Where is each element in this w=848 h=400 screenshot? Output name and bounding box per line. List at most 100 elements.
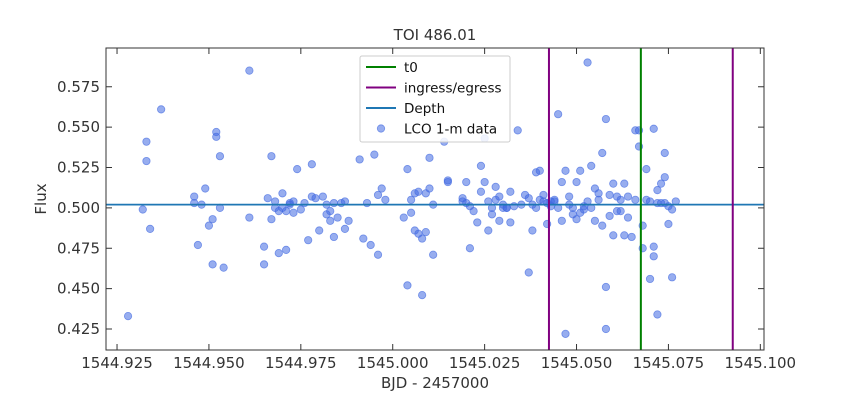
data-point [576, 166, 585, 175]
y-tick-label: 0.425 [57, 320, 100, 338]
data-point [370, 150, 379, 159]
data-point [594, 189, 603, 198]
data-point [142, 137, 151, 146]
data-point [289, 208, 298, 217]
data-point [267, 215, 276, 224]
data-point [315, 226, 324, 235]
data-point [631, 195, 640, 204]
data-point [381, 195, 390, 204]
data-point [557, 216, 566, 225]
data-point [259, 260, 269, 269]
data-point [480, 177, 489, 187]
data-point [329, 198, 339, 208]
data-point [590, 216, 600, 225]
data-point [509, 202, 519, 211]
data-point [465, 244, 475, 253]
data-point [660, 148, 669, 158]
data-point [208, 215, 217, 224]
legend: t0 ingress/egress Depth LCO 1-m data [359, 55, 511, 143]
data-point [623, 192, 633, 201]
data-point [550, 195, 559, 204]
x-tick-label: 1545.025 [449, 354, 521, 372]
data-point [344, 216, 353, 225]
y-tick-label: 0.550 [57, 118, 100, 136]
data-point [193, 240, 202, 250]
data-point [583, 58, 592, 67]
data-point [491, 182, 500, 191]
data-point [609, 179, 618, 188]
data-point [329, 232, 339, 242]
legend-box [359, 55, 511, 143]
data-point [561, 329, 570, 338]
data-point [267, 152, 276, 161]
x-tick-label: 1545.050 [541, 354, 613, 372]
data-point [414, 187, 423, 196]
data-point [123, 311, 133, 321]
y-tick-label: 0.575 [57, 78, 100, 96]
data-point [296, 205, 305, 214]
data-point [462, 177, 471, 187]
data-point [373, 250, 383, 259]
data-point [484, 226, 493, 235]
data-point [476, 161, 486, 170]
data-point [407, 195, 416, 204]
data-point [605, 190, 614, 200]
data-point [311, 194, 320, 203]
data-point [282, 245, 291, 254]
legend-label: ingress/egress [404, 81, 502, 97]
data-point [293, 165, 302, 174]
data-point [473, 218, 482, 227]
data-point [476, 187, 486, 196]
reference-lines-layer [106, 48, 764, 350]
data-point [362, 198, 372, 208]
data-point [359, 234, 368, 243]
data-point [506, 187, 515, 196]
data-point [653, 186, 662, 195]
data-point [429, 250, 438, 259]
data-point [418, 290, 427, 300]
data-point [146, 224, 155, 233]
data-point [219, 263, 228, 272]
data-point [656, 179, 666, 188]
data-point [620, 179, 629, 188]
data-point [278, 189, 287, 198]
y-tick-label: 0.525 [57, 159, 100, 177]
data-point [340, 224, 350, 233]
x-tick-label: 1544.975 [265, 354, 337, 372]
data-point [620, 231, 629, 240]
data-point [421, 228, 430, 237]
data-point [212, 132, 221, 141]
data-point [561, 166, 570, 175]
data-point [598, 221, 607, 230]
data-point [623, 213, 633, 222]
data-point [601, 114, 611, 124]
data-point [263, 194, 272, 203]
data-point [616, 207, 625, 216]
data-point [373, 190, 383, 200]
data-point [495, 192, 504, 201]
x-tick-label: 1545.000 [357, 354, 429, 372]
legend-label: Depth [404, 101, 445, 117]
y-axis-title: Flux [32, 183, 50, 214]
data-point [326, 207, 335, 216]
data-point [495, 216, 504, 225]
data-point [259, 242, 269, 251]
data-point [204, 221, 214, 230]
chart-title: TOI 486.01 [393, 26, 477, 44]
data-point [528, 226, 537, 235]
data-point [649, 124, 658, 133]
data-point [333, 213, 342, 222]
legend-label: LCO 1-m data [404, 122, 497, 138]
axis-ticks-layer: 1544.925 1544.950 1544.975 1545.000 1545.025… [57, 48, 796, 372]
data-point [645, 274, 655, 284]
data-point [587, 161, 596, 170]
data-point [469, 207, 478, 216]
data-point [274, 249, 283, 258]
data-point [138, 205, 147, 214]
y-tick-label: 0.475 [57, 239, 100, 257]
data-point [605, 211, 614, 221]
data-point [660, 173, 669, 182]
data-point [557, 177, 566, 187]
data-point [399, 213, 408, 222]
